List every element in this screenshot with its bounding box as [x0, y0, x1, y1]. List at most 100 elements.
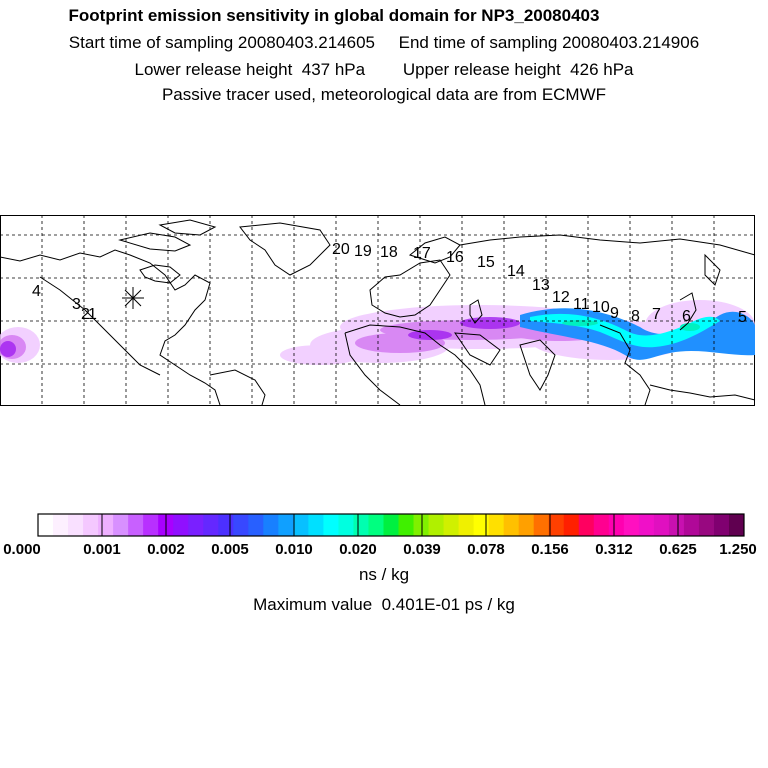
release-height-line: Lower release height 437 hPa Upper relea… — [134, 60, 634, 79]
colorbar-tick-label: 0.039 — [403, 541, 441, 558]
trajectory-label: 19 — [354, 243, 372, 260]
colorbar-cell — [248, 514, 264, 536]
colorbar-tick-label: 0.625 — [659, 541, 697, 558]
colorbar-tick-label: 0.001 — [83, 541, 121, 558]
colorbar-frame — [37, 513, 745, 537]
colorbar-cell — [308, 514, 324, 536]
trajectory-label: 1 — [88, 306, 97, 323]
colorbar-tick-label: 0.020 — [339, 541, 377, 558]
emission-plume — [0, 300, 755, 365]
coast-india — [519, 339, 556, 391]
colorbar-dividers — [101, 514, 679, 536]
coast-north-america — [0, 249, 221, 406]
colorbar-cell — [203, 514, 219, 536]
colorbar-cell — [53, 514, 69, 536]
trajectory-label: 20 — [332, 241, 350, 258]
colorbar-cell — [608, 514, 625, 536]
coast-maritime — [649, 384, 756, 401]
colorbar-cell — [473, 514, 490, 536]
colorbar-cell — [398, 514, 415, 536]
colorbar-cell — [128, 514, 144, 536]
colorbar-tick-labels: 0.000 0.001 0.002 0.005 0.010 0.020 0.03… — [3, 541, 757, 558]
map-title: Footprint emission sensitivity in global… — [68, 6, 600, 25]
colorbar-cell — [623, 514, 640, 536]
colorbar: 0.000 0.001 0.002 0.005 0.010 0.020 0.03… — [3, 513, 757, 558]
colorbar-cell — [263, 514, 279, 536]
trajectory-label: 13 — [532, 277, 550, 294]
colorbar-cell — [533, 514, 550, 536]
colorbar-tick-label: 0.156 — [531, 541, 569, 558]
colorbar-cell — [353, 514, 369, 536]
colorbar-cell — [728, 514, 745, 536]
colorbar-tick-label: 0.005 — [211, 541, 249, 558]
colorbar-cell — [428, 514, 445, 536]
trajectory-labels: 1 2 3 4 5 6 7 8 9 10 11 12 13 14 15 16 1… — [32, 241, 747, 326]
coastlines — [0, 219, 756, 406]
colorbar-cell — [218, 514, 234, 536]
colorbar-cell — [518, 514, 535, 536]
colorbar-cells — [38, 514, 745, 536]
colorbar-cell — [668, 514, 685, 536]
colorbar-cell — [68, 514, 84, 536]
colorbar-tick-label: 0.002 — [147, 541, 185, 558]
colorbar-cell — [383, 514, 400, 536]
coast-asia-north — [459, 234, 756, 256]
colorbar-cell — [488, 514, 505, 536]
coast-africa-west — [344, 332, 401, 406]
trajectory-label: 2 — [81, 306, 90, 323]
colorbar-cell — [638, 514, 655, 536]
trajectory-label: 15 — [477, 254, 495, 271]
colorbar-cell — [443, 514, 460, 536]
coast-japan — [679, 292, 697, 331]
colorbar-cell — [143, 514, 159, 536]
coast-greenland — [239, 222, 331, 276]
colorbar-cell — [698, 514, 715, 536]
coast-arctic-islands — [118, 219, 217, 252]
colorbar-cell — [563, 514, 580, 536]
colorbar-cell — [368, 514, 384, 536]
colorbar-cell — [38, 514, 54, 536]
colorbar-cell — [233, 514, 249, 536]
coast-caspian — [469, 299, 483, 324]
asterisk-icon — [122, 287, 144, 309]
plume-purple-layer — [0, 317, 520, 357]
colorbar-cell — [683, 514, 700, 536]
trajectory-label: 18 — [380, 244, 398, 261]
coast-europe — [369, 259, 451, 318]
colorbar-cell — [278, 514, 294, 536]
colorbar-cell — [338, 514, 354, 536]
sampling-time-line: Start time of sampling 20080403.214605 E… — [68, 33, 700, 52]
world-map: 1 2 3 4 5 6 7 8 9 10 11 12 13 14 15 16 1… — [0, 215, 756, 406]
coast-south-america — [209, 369, 266, 406]
trajectory-label: 6 — [682, 308, 691, 325]
colorbar-cell — [98, 514, 114, 536]
colorbar-cell — [83, 514, 99, 536]
colorbar-cell — [188, 514, 204, 536]
colorbar-cell — [548, 514, 565, 536]
trajectory-label: 12 — [552, 289, 570, 306]
trajectory-label: 9 — [610, 305, 619, 322]
colorbar-cell — [413, 514, 430, 536]
coast-west-na — [39, 276, 161, 376]
colorbar-cell — [458, 514, 475, 536]
maximum-value: Maximum value 0.401E-01 ps / kg — [253, 595, 515, 614]
colorbar-cell — [593, 514, 610, 536]
coast-kamchatka — [704, 253, 721, 286]
colorbar-cell — [113, 514, 129, 536]
colorbar-cell — [653, 514, 670, 536]
trajectory-label: 10 — [592, 299, 610, 316]
graticule — [0, 215, 755, 406]
trajectory-label: 11 — [573, 296, 590, 313]
trajectory-label: 16 — [446, 249, 464, 266]
coast-arabia — [453, 332, 501, 366]
trajectory-label: 4 — [32, 283, 41, 300]
trajectory-label: 8 — [631, 308, 640, 325]
colorbar-cell — [173, 514, 189, 536]
coast-east-asia — [599, 324, 651, 406]
trajectory-label: 17 — [413, 245, 431, 262]
tracer-info-line: Passive tracer used, meteorological data… — [161, 85, 607, 104]
trajectory-label: 5 — [738, 309, 747, 326]
trajectory-label: 14 — [507, 263, 525, 280]
colorbar-cell — [323, 514, 339, 536]
trajectory-label: 3 — [72, 296, 81, 313]
